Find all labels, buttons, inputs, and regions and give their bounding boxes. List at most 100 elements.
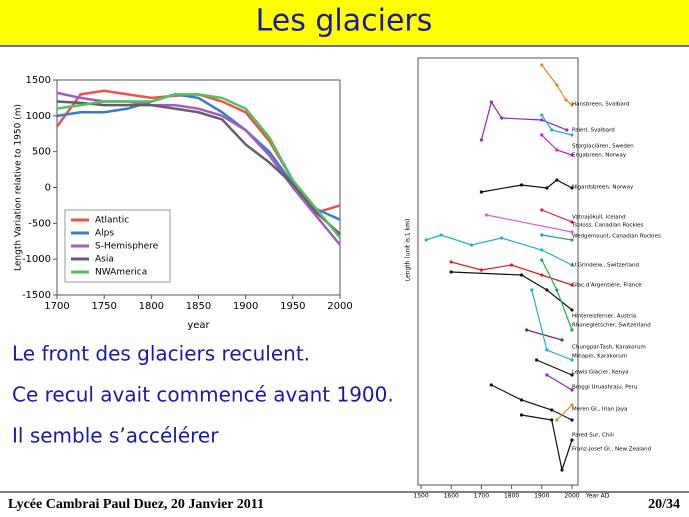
data-point (424, 238, 428, 242)
series-label: Minapin, Karakorum (572, 354, 627, 360)
x-tick-label: 1700 (44, 301, 69, 312)
body-text: Le front des glaciers reculent. (12, 342, 310, 366)
data-point (519, 183, 524, 187)
series-label: Rhonegletscher, Switzerland (572, 323, 651, 329)
series-line (451, 271, 573, 311)
series-line (425, 234, 573, 266)
series-line (541, 114, 573, 136)
data-point (535, 358, 539, 362)
series-label: Glac.d'Argentière, France (572, 282, 642, 289)
plot-frame (417, 57, 579, 486)
data-point (484, 213, 489, 217)
data-point (525, 328, 529, 332)
data-point (519, 413, 524, 417)
x-tick-label: 1900 (233, 301, 258, 312)
x-tick-label: 1900 (534, 493, 549, 500)
y-axis-label: Length Variation relative to 1950 (m) (14, 104, 24, 271)
data-point (570, 283, 574, 287)
series-label: Storglaciären, Sweden (572, 144, 634, 150)
data-point (570, 186, 574, 190)
y-tick-label: 500 (32, 147, 51, 158)
data-point (570, 358, 574, 362)
series-label: Hintereisferner, Austria (572, 314, 636, 320)
data-point (540, 118, 544, 122)
data-point (489, 383, 493, 387)
slide-title: Les glaciers (256, 4, 433, 39)
series-label: Vatnajökull, Iceland (572, 215, 626, 221)
data-point (545, 186, 549, 190)
data-point (519, 398, 524, 402)
data-point (545, 348, 549, 352)
x-tick-label: 1700 (474, 493, 489, 500)
x-tick-label: 1800 (139, 301, 164, 312)
y-tick-label: 1500 (26, 75, 51, 86)
data-point (570, 238, 574, 242)
data-point (540, 273, 544, 277)
series-line (56, 100, 341, 236)
data-point (550, 128, 554, 132)
data-point (570, 230, 574, 234)
title-bar (0, 0, 689, 45)
series-line (481, 179, 573, 193)
data-point (550, 408, 554, 412)
series-label: Franz-Josef Gl., New Zealand (572, 447, 651, 453)
data-point (570, 133, 574, 137)
data-point (540, 233, 544, 237)
series-line (56, 93, 341, 239)
x-tick-label: 1500 (413, 493, 428, 500)
data-point (555, 83, 559, 87)
data-point (560, 338, 564, 342)
data-point (555, 148, 559, 152)
data-point (570, 328, 574, 332)
footer-right: 20/34 (648, 497, 680, 512)
x-tick-label: 2000 (327, 301, 352, 312)
y-axis-label: Length (unit is 1 km) (405, 219, 412, 282)
x-tick-label: 1950 (280, 301, 305, 312)
data-point (570, 388, 574, 392)
series-line (541, 64, 573, 106)
data-point (540, 113, 544, 117)
x-axis-label: year (187, 320, 210, 331)
series-label: Pared Sur, Chili (572, 433, 614, 439)
y-tick-label: 0 (45, 183, 51, 194)
data-point (555, 288, 559, 292)
series-label: Wedgemount, Canadian Rockies (572, 234, 661, 240)
data-point (479, 268, 483, 272)
series-label: Nigardsbreen, Norway (572, 185, 634, 191)
data-point (545, 288, 549, 292)
data-point (500, 116, 504, 120)
footer-left: Lycée Cambrai Paul Duez, 20 Janvier 2011 (8, 497, 264, 512)
series-line (526, 329, 563, 341)
data-point (540, 258, 544, 262)
legend-label: NWAmerica (95, 268, 147, 278)
data-point (570, 418, 574, 422)
series-label: U.Grindelw., Switzerland (572, 263, 639, 269)
x-axis-label: Year AD (585, 493, 610, 500)
series-line (491, 384, 573, 421)
y-tick-label: -500 (28, 218, 51, 229)
x-tick-label: 1750 (91, 301, 116, 312)
data-point (439, 233, 443, 237)
series-line (480, 100, 568, 141)
series-line (541, 209, 573, 223)
y-tick-label: 1000 (26, 111, 51, 122)
x-tick-label: 1800 (504, 493, 519, 500)
data-point (500, 236, 504, 240)
data-point (570, 220, 574, 224)
data-point (540, 133, 544, 137)
series-line (486, 214, 573, 233)
data-point (545, 373, 549, 377)
data-point (449, 270, 453, 274)
data-point (550, 418, 554, 422)
data-point (479, 138, 483, 142)
body-text: Ce recul avait commencé avant 1900. (12, 383, 394, 407)
data-point (540, 208, 544, 212)
data-point (555, 178, 559, 182)
series-label: Lewis Glacier, Kenya (572, 370, 629, 376)
data-point (540, 63, 544, 67)
legend-label: Asia (95, 255, 114, 265)
x-tick-label: 2000 (564, 493, 579, 500)
series-line (536, 359, 573, 376)
y-tick-label: -1500 (22, 290, 51, 301)
